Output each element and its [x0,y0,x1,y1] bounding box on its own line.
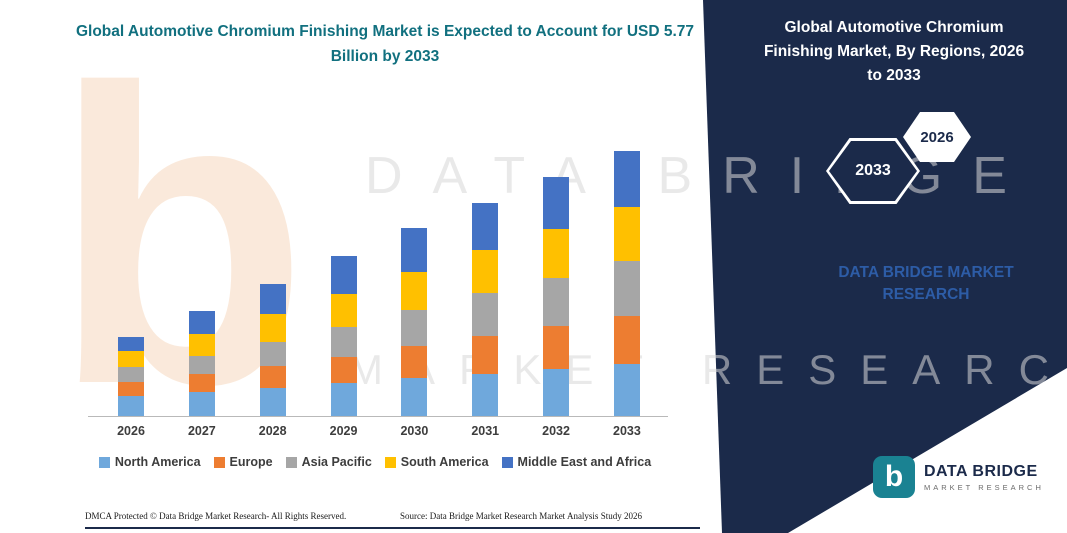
bar-segment-europe [188,374,215,393]
bar-segment-europe [543,325,570,370]
bar-segment-asia-pacific [401,309,428,346]
bar-segment-south-america [330,293,357,327]
bar-segment-middle-east-and-africa [472,203,499,250]
bar-column-2027 [167,150,237,416]
bar-stack [188,311,215,416]
legend-label: Asia Pacific [301,455,372,469]
bar-segment-middle-east-and-africa [401,228,428,272]
company-logo-text: DATA BRIDGE MARKET RESEARCH [924,463,1044,492]
bar-segment-asia-pacific [118,367,144,382]
bar-stack [543,177,570,416]
bar-stack [401,228,428,416]
bar-segment-middle-east-and-africa [330,255,357,294]
bar-segment-europe [401,345,428,378]
legend-item-north-america: North America [98,455,201,469]
x-tick-label: 2029 [329,424,358,438]
legend-label: Europe [229,455,273,469]
legend-swatch [384,456,396,468]
legend-item-europe: Europe [213,455,273,469]
bar-stack [613,150,640,416]
legend-swatch [98,456,110,468]
x-tick-label: 2033 [613,424,641,438]
company-logo-icon: b [873,456,915,498]
bar-segment-asia-pacific [543,277,570,326]
hexagon-badge-2026: 2026 [903,112,971,162]
footer-divider [85,527,700,529]
bar-stack [472,203,499,416]
bar-segment-middle-east-and-africa [613,150,640,208]
x-tick-label: 2030 [400,424,429,438]
company-logo: b DATA BRIDGE MARKET RESEARCH [873,456,1044,498]
bar-segment-south-america [543,229,570,278]
bar-column-2032 [521,150,591,416]
bar-segment-asia-pacific [259,341,286,366]
watermark-text-line2: MARKET RESEARCH [348,346,1067,393]
bar-segment-middle-east-and-africa [188,311,215,335]
bar-stack [259,284,286,416]
company-logo-subtitle: MARKET RESEARCH [924,482,1044,492]
x-tick-label: 2027 [187,424,216,438]
hexagon-badge-2033: 2033 [826,138,920,204]
x-tick-label: 2031 [471,424,500,438]
bar-segment-north-america [613,364,640,416]
bar-column-2031 [450,150,520,416]
chart-title: Global Automotive Chromium Finishing Mar… [75,23,695,65]
bar-segment-south-america [118,351,144,368]
legend-item-asia-pacific: Asia Pacific [285,455,372,469]
panel-title: Global Automotive Chromium Finishing Mar… [763,19,1025,85]
x-axis-line [88,416,668,417]
x-tick-label: 2028 [258,424,287,438]
bar-segment-asia-pacific [613,260,640,316]
x-tick-label: 2026 [117,424,145,438]
bar-segment-north-america [118,395,144,416]
bar-segment-south-america [401,271,428,310]
legend-item-south-america: South America [384,455,489,469]
bar-segment-south-america [259,313,286,342]
legend-label: South America [400,455,489,469]
x-tick-label: 2032 [542,424,570,438]
bar-column-2033 [592,150,662,416]
bar-segment-europe [118,381,144,396]
legend-swatch [213,456,225,468]
x-axis-labels: 2026 2027 2028 2029 2030 2031 2032 2033 [96,424,662,438]
bar-segment-north-america [401,377,428,416]
legend-item-middle-east-and-africa: Middle East and Africa [501,455,652,469]
bar-segment-europe [259,365,286,388]
bar-segment-middle-east-and-africa [543,177,570,230]
bar-segment-north-america [543,369,570,416]
bar-segment-south-america [613,207,640,261]
hexagon-badge-2033-label: 2033 [829,141,917,201]
bar-column-2029 [309,150,379,416]
bar-segment-north-america [188,392,215,416]
bar-segment-south-america [188,334,215,357]
bar-segment-middle-east-and-africa [259,284,286,314]
bar-segment-north-america [472,373,499,416]
legend-swatch [285,456,297,468]
bar-segment-north-america [330,382,357,416]
bar-segment-north-america [259,387,286,416]
bar-segment-europe [472,335,499,374]
bar-stack [118,336,144,416]
legend-label: Middle East and Africa [517,455,652,469]
bar-stack [330,255,357,416]
legend-label: North America [114,455,201,469]
bar-segment-asia-pacific [330,326,357,357]
bar-segment-middle-east-and-africa [118,336,144,352]
bar-segment-asia-pacific [188,356,215,375]
company-logo-name: DATA BRIDGE [924,462,1038,480]
bar-column-2026 [96,150,166,416]
footer-dmca-text: DMCA Protected © Data Bridge Market Rese… [85,511,347,521]
bar-segment-europe [613,315,640,365]
legend: North America Europe Asia Pacific South Ame… [80,455,670,469]
bar-segment-south-america [472,249,499,294]
bar-column-2028 [238,150,308,416]
legend-swatch [501,456,513,468]
bar-segment-asia-pacific [472,293,499,336]
brand-wordmark: DATA BRIDGE MARKET RESEARCH [838,264,1014,304]
bar-column-2030 [379,150,449,416]
bar-chart [96,150,662,416]
footer-source-text: Source: Data Bridge Market Research Mark… [400,511,642,521]
bar-segment-europe [330,356,357,383]
